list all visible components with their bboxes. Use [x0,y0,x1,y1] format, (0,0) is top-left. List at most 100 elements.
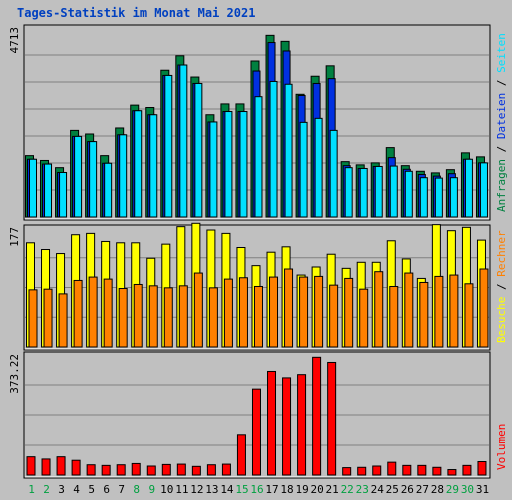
x-tick-label: 17 [265,483,278,496]
x-tick-label: 31 [476,483,489,496]
bar-seiten-day-25 [389,165,398,218]
bar-volumen-day-5 [86,464,96,476]
bar-volumen-day-24 [372,465,382,476]
bar-seiten-day-17 [269,80,278,218]
bar-seiten-day-31 [479,162,488,218]
chart-legend: Anfragen / Dateien / Seiten Besuche / Rec… [495,33,508,470]
x-tick-label: 11 [175,483,188,496]
bar-rechner-day-16 [253,285,263,348]
bar-rechner-day-18 [284,268,294,348]
bar-volumen-day-15 [236,434,246,476]
x-tick-label: 28 [431,483,444,496]
legend-entry-dateien: Dateien [495,93,508,139]
bar-rechner-day-11 [178,285,188,348]
x-tick-label: 3 [58,483,65,496]
bar-rechner-day-20 [314,275,324,348]
x-tick-label: 12 [190,483,203,496]
x-tick-label: 29 [446,483,459,496]
bar-seiten-day-2 [44,163,53,218]
bar-volumen-day-30 [462,464,472,476]
bar-seiten-day-27 [419,177,428,218]
bar-rechner-day-25 [389,285,399,348]
bar-rechner-day-27 [419,281,429,348]
bar-seiten-day-21 [329,129,338,218]
bar-seiten-day-23 [359,167,368,218]
y-tick-label: 177 [8,227,21,247]
bar-volumen-day-21 [327,361,337,476]
bar-rechner-day-15 [238,277,248,348]
x-tick-label: 14 [220,483,234,496]
bar-seiten-day-30 [464,158,473,218]
x-tick-label: 4 [73,483,80,496]
bar-rechner-day-12 [193,272,203,348]
panel-bottom: 373.22 [8,351,491,479]
bar-volumen-day-22 [342,467,352,476]
bar-seiten-day-13 [209,121,218,218]
bar-volumen-day-18 [282,377,292,476]
x-tick-label: 15 [235,483,248,496]
y-tick-label: 373.22 [8,354,21,394]
x-tick-label: 25 [386,483,399,496]
bar-seiten-day-24 [374,165,383,218]
bar-seiten-day-28 [434,177,443,218]
bar-rechner-day-7 [118,288,128,348]
x-tick-label: 6 [103,483,110,496]
bar-rechner-day-24 [374,271,384,348]
legend-entry-volumen: Volumen [495,424,508,470]
bar-volumen-day-29 [447,469,457,476]
bar-seiten-day-11 [179,64,188,218]
x-tick-label: 30 [461,483,474,496]
bar-volumen-day-23 [357,466,367,476]
legend-mid: Besuche / Rechner [495,230,508,343]
bar-volumen-day-28 [432,466,442,476]
legend-entry-besuche: Besuche [495,297,508,343]
bar-volumen-day-10 [161,463,171,476]
x-tick-label: 22 [341,483,354,496]
bar-rechner-day-21 [329,284,339,348]
legend-separator: / [495,73,508,93]
bar-seiten-day-12 [194,82,203,218]
bar-volumen-day-31 [477,461,487,476]
x-tick-label: 24 [371,483,385,496]
bar-seiten-day-10 [164,74,173,218]
bar-rechner-day-29 [449,274,459,348]
bar-rechner-day-19 [299,276,309,348]
bar-seiten-day-29 [449,177,458,218]
legend-entry-rechner: Rechner [495,230,508,277]
bar-volumen-day-4 [71,459,81,476]
bar-rechner-day-2 [43,288,53,348]
x-tick-label: 19 [295,483,308,496]
x-axis-labels: 1 2 3 4 5 6 7 8 9 10 11 12 13 14 15 16 17 18 19 20 21 22 23 24 2… [28,483,489,496]
bar-rechner-day-5 [88,276,98,348]
bar-rechner-day-13 [208,287,218,348]
bar-rechner-day-28 [434,275,444,348]
bar-seiten-day-3 [59,171,68,218]
bar-rechner-day-6 [103,278,113,348]
bar-rechner-day-14 [223,278,233,348]
bar-volumen-day-27 [417,464,427,476]
chart-panels: 4713 177 373.22 [8,24,491,479]
bar-rechner-day-26 [404,272,414,348]
bar-rechner-day-22 [344,277,354,348]
bar-volumen-day-20 [312,356,322,476]
bar-rechner-day-4 [73,279,83,348]
bar-volumen-day-19 [297,374,307,476]
bar-volumen-day-12 [191,465,201,476]
bar-seiten-day-5 [89,141,98,218]
legend-separator: / [495,139,508,159]
bar-rechner-day-1 [28,289,38,348]
bar-volumen-day-26 [402,464,412,476]
legend-entry-seiten: Seiten [495,33,508,73]
bar-seiten-day-7 [119,134,128,218]
bar-volumen-day-13 [206,464,216,476]
chart-title: Tages-Statistik im Monat Mai 2021 [17,6,255,20]
bar-volumen-day-6 [101,464,111,476]
x-tick-label: 9 [148,483,155,496]
bar-volumen-day-16 [251,388,261,476]
panel-top: 4713 [8,24,491,221]
bar-rechner-day-8 [133,283,143,348]
x-tick-label: 23 [356,483,369,496]
legend-bottom: Volumen [495,424,508,470]
x-tick-label: 7 [118,483,125,496]
